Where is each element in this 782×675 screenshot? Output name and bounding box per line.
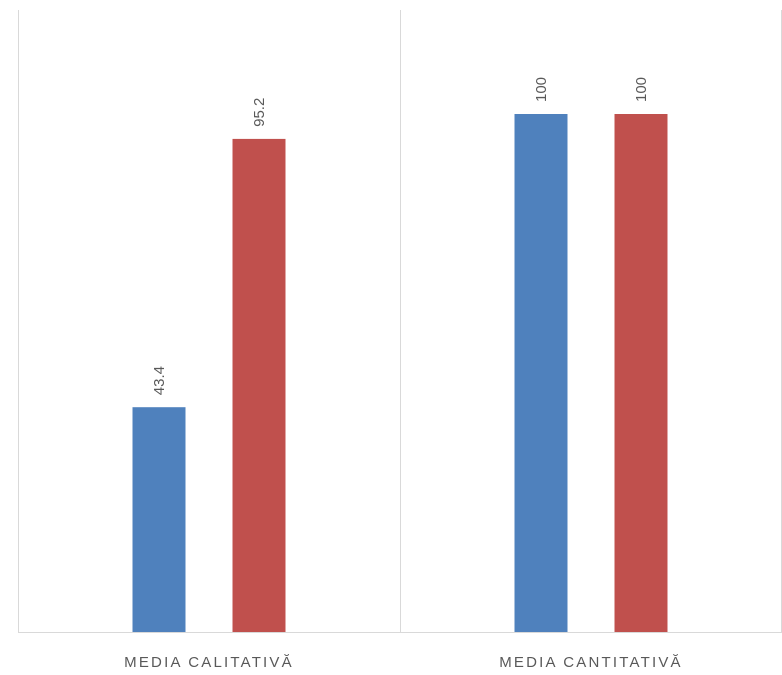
bar: [132, 407, 186, 632]
bar: [514, 114, 568, 632]
bar: [614, 114, 668, 632]
bar: [232, 138, 286, 632]
data-label: 100: [533, 77, 550, 102]
category-labels: MEDIA CALITATIVĂ MEDIA CANTITATIVĂ: [124, 654, 683, 671]
category-label: MEDIA CANTITATIVĂ: [499, 654, 683, 670]
bars: [132, 114, 668, 632]
data-label: 100: [633, 77, 650, 102]
data-label: 43.4: [151, 366, 168, 395]
category-label: MEDIA CALITATIVĂ: [124, 654, 294, 670]
data-labels: 43.4 95.2 100 100: [151, 77, 650, 395]
data-label: 95.2: [251, 98, 268, 127]
